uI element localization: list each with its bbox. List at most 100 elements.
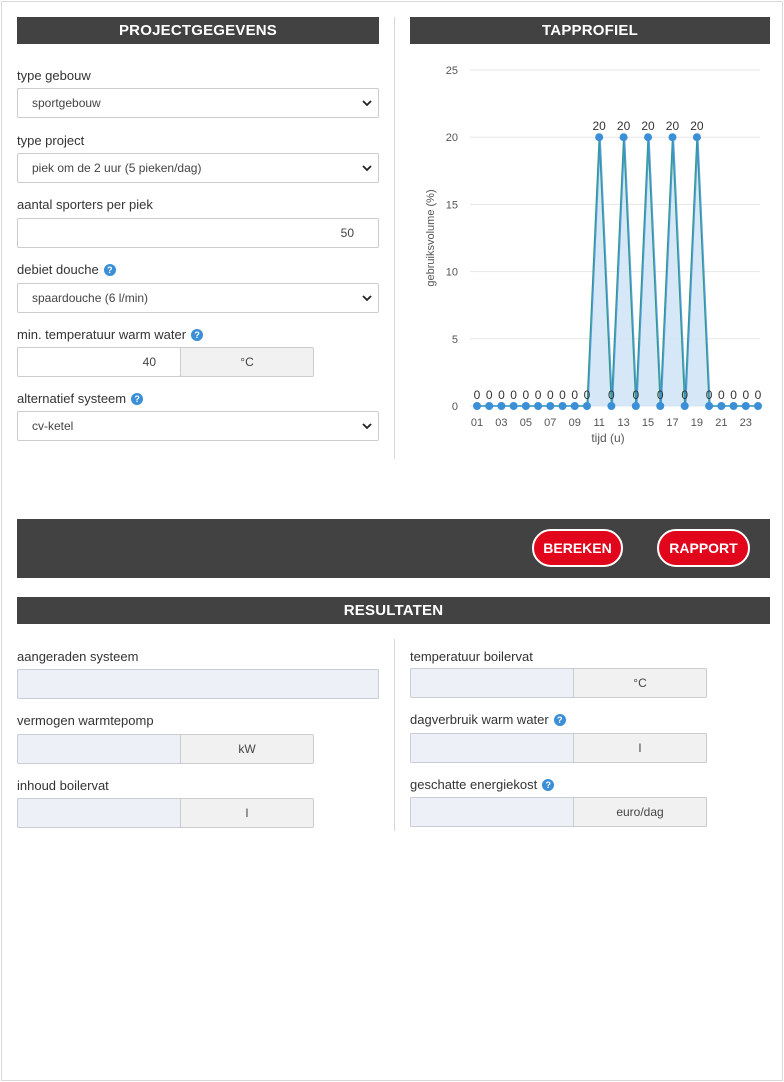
chart-point — [656, 402, 665, 410]
type-project-value: piek om de 2 uur (5 pieken/dag) — [32, 161, 202, 175]
temperatuur-boilervat-output — [410, 668, 574, 698]
dagverbruik-output — [410, 733, 574, 763]
chart-x-tick-label: 13 — [617, 417, 629, 429]
chart-y-tick-label: 25 — [446, 65, 458, 77]
chart-point — [485, 402, 494, 410]
aantal-sporters-label: aantal sporters per piek — [17, 197, 153, 212]
chart-x-ticks: 01 03 05 07 09 11 13 15 17 19 21 23 — [471, 417, 752, 429]
dagverbruik-unit: l — [573, 733, 707, 763]
help-icon[interactable]: ? — [131, 392, 144, 405]
chart-data-label: 0 — [547, 388, 554, 402]
chevron-down-icon — [362, 100, 372, 107]
chart-data-label: 0 — [706, 388, 713, 402]
debiet-douche-label-row: debiet douche ? — [17, 262, 116, 277]
chart-data-label: 0 — [523, 388, 530, 402]
chart-data-label: 0 — [571, 388, 578, 402]
chart-x-tick-label: 03 — [495, 417, 507, 429]
min-temperatuur-input[interactable]: 40 — [17, 347, 181, 377]
chart-data-label: 0 — [730, 388, 737, 402]
inhoud-boilervat-unit: l — [180, 798, 314, 828]
chart-y-tick-label: 0 — [452, 401, 458, 413]
min-temperatuur-label: min. temperatuur warm water — [17, 327, 187, 342]
energiekost-unit: euro/dag — [573, 797, 707, 827]
chevron-down-icon — [362, 165, 372, 172]
chart-data-label: 0 — [718, 388, 725, 402]
chart-point — [729, 402, 738, 410]
type-gebouw-label-row: type gebouw — [17, 68, 91, 83]
chart-data-label: 20 — [690, 119, 704, 133]
chart-y-tick-label: 10 — [446, 267, 458, 279]
chart-data-label: 0 — [498, 388, 505, 402]
chart-data-label: 20 — [641, 119, 655, 133]
chart-x-tick-label: 23 — [740, 417, 752, 429]
help-icon[interactable]: ? — [553, 713, 566, 726]
chart-y-tick-label: 5 — [452, 334, 458, 346]
type-gebouw-value: sportgebouw — [32, 96, 101, 110]
chart-data-label: 0 — [681, 388, 688, 402]
min-temperatuur-label-row: min. temperatuur warm water ? — [17, 327, 204, 342]
chart-x-tick-label: 09 — [569, 417, 581, 429]
type-project-label-row: type project — [17, 133, 84, 148]
rapport-button[interactable]: RAPPORT — [657, 529, 750, 567]
aangeraden-systeem-output — [17, 669, 379, 699]
chart-point — [644, 133, 653, 142]
chart-point — [595, 133, 604, 142]
chart-data-label: 0 — [535, 388, 542, 402]
energiekost-output — [410, 797, 574, 827]
debiet-douche-value: spaardouche (6 l/min) — [32, 291, 149, 305]
chart-point — [754, 402, 762, 410]
energiekost-label-row: geschatte energiekost ? — [410, 777, 555, 792]
aantal-sporters-input[interactable]: 50 — [17, 218, 379, 248]
chart-data-label: 20 — [666, 119, 680, 133]
type-gebouw-select[interactable]: sportgebouw — [17, 88, 379, 118]
chart-point — [582, 402, 591, 410]
help-icon[interactable]: ? — [542, 778, 555, 791]
inhoud-boilervat-label-row: inhoud boilervat — [17, 778, 109, 793]
results-column-divider — [394, 639, 395, 831]
help-icon[interactable]: ? — [191, 328, 204, 341]
chart-y-tick-label: 15 — [446, 199, 458, 211]
type-project-label: type project — [17, 133, 85, 148]
chart-x-axis-label: tijd (u) — [591, 431, 624, 445]
chart-y-ticks: 0 5 10 15 20 25 — [446, 65, 458, 413]
chart-data-label: 0 — [632, 388, 639, 402]
aangeraden-systeem-label-row: aangeraden systeem — [17, 649, 138, 664]
vermogen-warmtepomp-output — [17, 734, 181, 764]
energiekost-label: geschatte energiekost — [410, 777, 538, 792]
chart-data-label: 20 — [617, 119, 631, 133]
chevron-down-icon — [362, 295, 372, 302]
alternatief-systeem-select[interactable]: cv-ketel — [17, 411, 379, 441]
chart-point — [570, 402, 579, 410]
chart-data-label: 0 — [608, 388, 615, 402]
debiet-douche-select[interactable]: spaardouche (6 l/min) — [17, 283, 379, 313]
chart-data-label: 0 — [755, 388, 762, 402]
column-divider — [394, 17, 395, 459]
chart-point — [705, 402, 714, 410]
bereken-button[interactable]: BEREKEN — [532, 529, 623, 567]
chart-point — [741, 402, 750, 410]
aantal-sporters-value: 50 — [340, 226, 354, 240]
chart-y-axis-label: gebruiksvolume (%) — [425, 189, 437, 286]
aantal-sporters-label-row: aantal sporters per piek — [17, 197, 153, 212]
chart-point — [521, 402, 530, 410]
chart-point — [692, 133, 701, 142]
chart-x-tick-label: 11 — [593, 417, 604, 429]
help-icon[interactable]: ? — [103, 263, 116, 276]
chart-area-fill — [477, 137, 758, 406]
chart-x-tick-label: 19 — [691, 417, 703, 429]
type-gebouw-label: type gebouw — [17, 68, 91, 83]
dagverbruik-label-row: dagverbruik warm water ? — [410, 712, 566, 727]
alternatief-systeem-value: cv-ketel — [32, 419, 74, 433]
projectgegevens-header: PROJECTGEGEVENS — [17, 17, 379, 44]
chart-point — [680, 402, 689, 410]
min-temperatuur-value: 40 — [142, 355, 156, 369]
chart-x-tick-label: 01 — [471, 417, 483, 429]
chart-point — [607, 402, 616, 410]
type-project-select[interactable]: piek om de 2 uur (5 pieken/dag) — [17, 153, 379, 183]
action-bar: BEREKEN RAPPORT — [17, 519, 770, 578]
min-temperatuur-unit: °C — [180, 347, 314, 377]
chart-point — [717, 402, 726, 410]
chart-point — [497, 402, 506, 410]
